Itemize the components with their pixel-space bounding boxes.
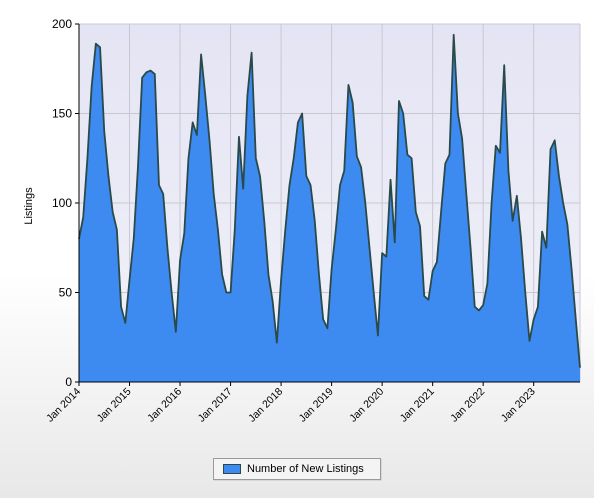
y-tick-label: 0 [65, 375, 72, 389]
legend-label: Number of New Listings [247, 463, 364, 475]
legend: Number of New Listings [213, 458, 381, 480]
series-line [78, 33, 581, 368]
y-tick-label: 200 [52, 17, 72, 31]
x-tick-label: Jan 2016 [145, 386, 184, 425]
x-axis-ticks: Jan 2014 Jan 2015 Jan 2016 Jan 2017 Jan 2018… [44, 382, 538, 425]
legend-swatch [223, 464, 241, 474]
x-tick-label: Jan 2014 [44, 386, 83, 425]
y-tick-label: 50 [59, 286, 73, 300]
x-tick-label: Jan 2020 [347, 386, 386, 425]
y-tick-label: 100 [52, 196, 72, 210]
x-tick-label: Jan 2019 [297, 386, 336, 425]
x-tick-label: Jan 2015 [95, 386, 134, 425]
series-area [79, 34, 580, 383]
x-tick-label: Jan 2018 [246, 386, 285, 425]
y-axis-ticks: 0 50 100 150 200 [52, 17, 79, 389]
y-axis-title: Listings [23, 187, 35, 225]
x-tick-label: Jan 2021 [398, 386, 437, 425]
y-tick-label: 150 [52, 107, 72, 121]
x-tick-label: Jan 2017 [196, 386, 235, 425]
x-tick-label: Jan 2022 [448, 386, 487, 425]
x-tick-label: Jan 2023 [499, 386, 538, 425]
